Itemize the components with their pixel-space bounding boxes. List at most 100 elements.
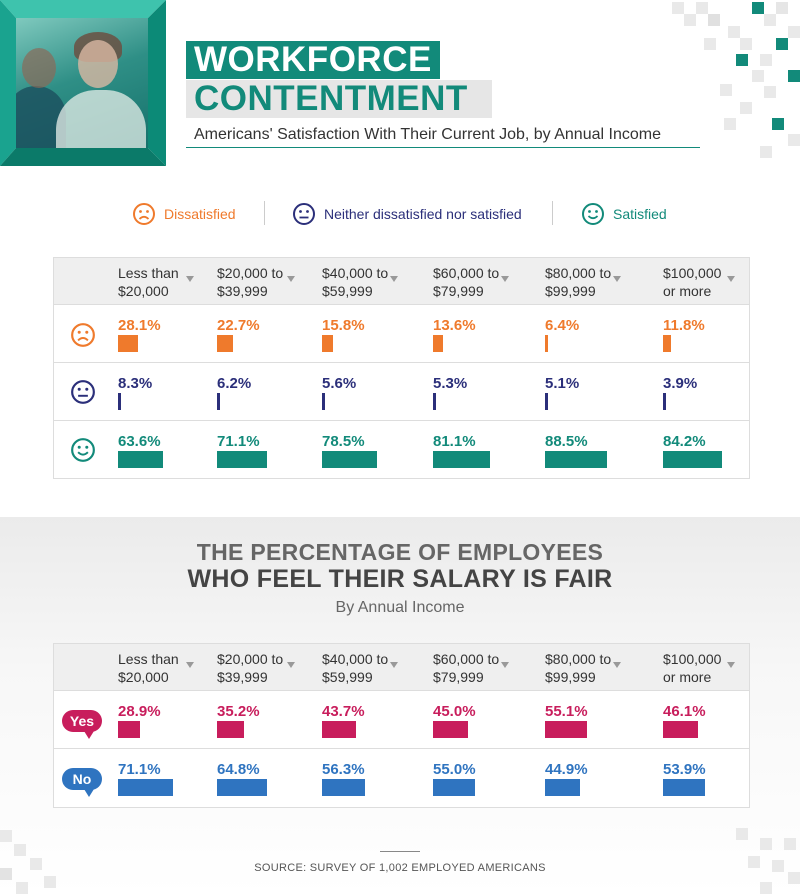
value-label: 56.3%	[322, 761, 365, 778]
value-bar	[322, 335, 334, 352]
satisfaction-table-header: Less than $20,000 $20,000 to $39,999 $40,000…	[54, 258, 749, 304]
value-label: 88.5%	[545, 433, 588, 450]
value-bar	[545, 393, 548, 410]
sad-face-icon	[133, 203, 155, 225]
sort-arrow-icon[interactable]	[613, 662, 621, 668]
column-header-4[interactable]: $80,000 to $99,999	[545, 650, 611, 686]
column-header-line2: $39,999	[217, 283, 268, 299]
value-label: 6.4%	[545, 317, 580, 334]
value-bar	[545, 721, 588, 738]
value-label: 78.5%	[322, 433, 365, 450]
value-label: 22.7%	[217, 317, 260, 334]
sort-arrow-icon[interactable]	[287, 662, 295, 668]
value-bar	[663, 335, 672, 352]
column-header-line2: $20,000	[118, 283, 169, 299]
sort-arrow-icon[interactable]	[287, 276, 295, 282]
column-header-line2: $39,999	[217, 669, 268, 685]
value-bar	[433, 451, 490, 468]
no-bubble-icon: No	[62, 768, 102, 797]
value-bar	[118, 393, 121, 410]
legend-dissatisfied-label: Dissatisfied	[164, 206, 236, 222]
value-bar	[433, 721, 468, 738]
column-header-line2: or more	[663, 283, 712, 299]
value-label: 5.1%	[545, 375, 580, 392]
sort-arrow-icon[interactable]	[613, 276, 621, 282]
value-bar	[118, 779, 173, 796]
column-header-5[interactable]: $100,000 or more	[663, 650, 721, 686]
value-bar	[663, 721, 699, 738]
value-bar	[217, 721, 245, 738]
value-bar	[433, 779, 476, 796]
header-photo	[0, 0, 166, 166]
value-label: 55.0%	[433, 761, 476, 778]
sort-arrow-icon[interactable]	[186, 276, 194, 282]
value-bar	[663, 451, 722, 468]
sort-arrow-icon[interactable]	[501, 662, 509, 668]
column-header-line2: $79,999	[433, 669, 484, 685]
column-header-1[interactable]: $20,000 to $39,999	[217, 264, 283, 300]
sort-arrow-icon[interactable]	[727, 662, 735, 668]
value-bar	[217, 779, 267, 796]
value-label: 3.9%	[663, 375, 698, 392]
coworkers-photo	[16, 18, 164, 148]
column-header-3[interactable]: $60,000 to $79,999	[433, 264, 499, 300]
value-bar	[217, 393, 220, 410]
value-bar	[545, 779, 580, 796]
sort-arrow-icon[interactable]	[501, 276, 509, 282]
column-header-2[interactable]: $40,000 to $59,999	[322, 650, 388, 686]
sort-arrow-icon[interactable]	[390, 276, 398, 282]
value-label: 46.1%	[663, 703, 706, 720]
value-bar	[217, 451, 267, 468]
legend-satisfied-label: Satisfied	[613, 206, 667, 222]
column-header-0[interactable]: Less than $20,000	[118, 264, 179, 300]
column-header-line1: $20,000 to	[217, 651, 284, 667]
value-label: 15.8%	[322, 317, 365, 334]
yes-label: Yes	[69, 713, 95, 729]
value-label: 53.9%	[663, 761, 706, 778]
value-bar	[118, 721, 141, 738]
column-header-3[interactable]: $60,000 to $79,999	[433, 650, 499, 686]
sort-arrow-icon[interactable]	[390, 662, 398, 668]
value-bar	[663, 779, 705, 796]
value-label: 6.2%	[217, 375, 252, 392]
column-header-line1: $80,000 to	[545, 651, 612, 667]
column-header-0[interactable]: Less than $20,000	[118, 650, 179, 686]
no-row: No 71.1% 64.8% 56.3% 55.0% 44.9% 53.9%	[54, 748, 749, 807]
column-header-line1: $80,000 to	[545, 265, 612, 281]
column-header-1[interactable]: $20,000 to $39,999	[217, 650, 283, 686]
value-label: 64.8%	[217, 761, 260, 778]
dissatisfied-row: 28.1% 22.7% 15.8% 13.6% 6.4% 11.8%	[54, 304, 749, 363]
column-header-line2: $20,000	[118, 669, 169, 685]
yes-row: Yes 28.9% 35.2% 43.7% 45.0% 55.1% 46.1%	[54, 690, 749, 749]
value-label: 55.1%	[545, 703, 588, 720]
sort-arrow-icon[interactable]	[186, 662, 194, 668]
value-bar	[545, 335, 548, 352]
column-header-line2: $99,999	[545, 669, 596, 685]
value-label: 71.1%	[217, 433, 260, 450]
column-header-2[interactable]: $40,000 to $59,999	[322, 264, 388, 300]
neutral-face-icon	[71, 380, 95, 404]
sort-arrow-icon[interactable]	[727, 276, 735, 282]
value-bar	[322, 779, 366, 796]
value-bar	[433, 335, 443, 352]
value-label: 28.9%	[118, 703, 161, 720]
source-note: SOURCE: SURVEY OF 1,002 EMPLOYED AMERICA…	[254, 862, 546, 874]
neutral-row: 8.3% 6.2% 5.6% 5.3% 5.1% 3.9%	[54, 362, 749, 421]
section2-subtitle: By Annual Income	[335, 599, 465, 616]
section2-title-line-2: WHO FEEL THEIR SALARY IS FAIR	[187, 565, 613, 593]
value-label: 44.9%	[545, 761, 588, 778]
column-header-line1: $20,000 to	[217, 265, 284, 281]
yes-bubble-icon: Yes	[62, 710, 102, 739]
value-label: 13.6%	[433, 317, 476, 334]
legend: Dissatisfied Neither dissatisfied nor sa…	[0, 199, 800, 229]
value-label: 71.1%	[118, 761, 161, 778]
value-label: 35.2%	[217, 703, 260, 720]
legend-satisfied: Satisfied	[581, 199, 667, 229]
value-bar	[322, 451, 377, 468]
column-header-line1: $100,000	[663, 651, 722, 667]
column-header-line2: $59,999	[322, 669, 373, 685]
column-header-5[interactable]: $100,000 or more	[663, 264, 721, 300]
column-header-line1: $40,000 to	[322, 265, 389, 281]
column-header-4[interactable]: $80,000 to $99,999	[545, 264, 611, 300]
satisfaction-table: Less than $20,000 $20,000 to $39,999 $40,000…	[53, 257, 750, 479]
